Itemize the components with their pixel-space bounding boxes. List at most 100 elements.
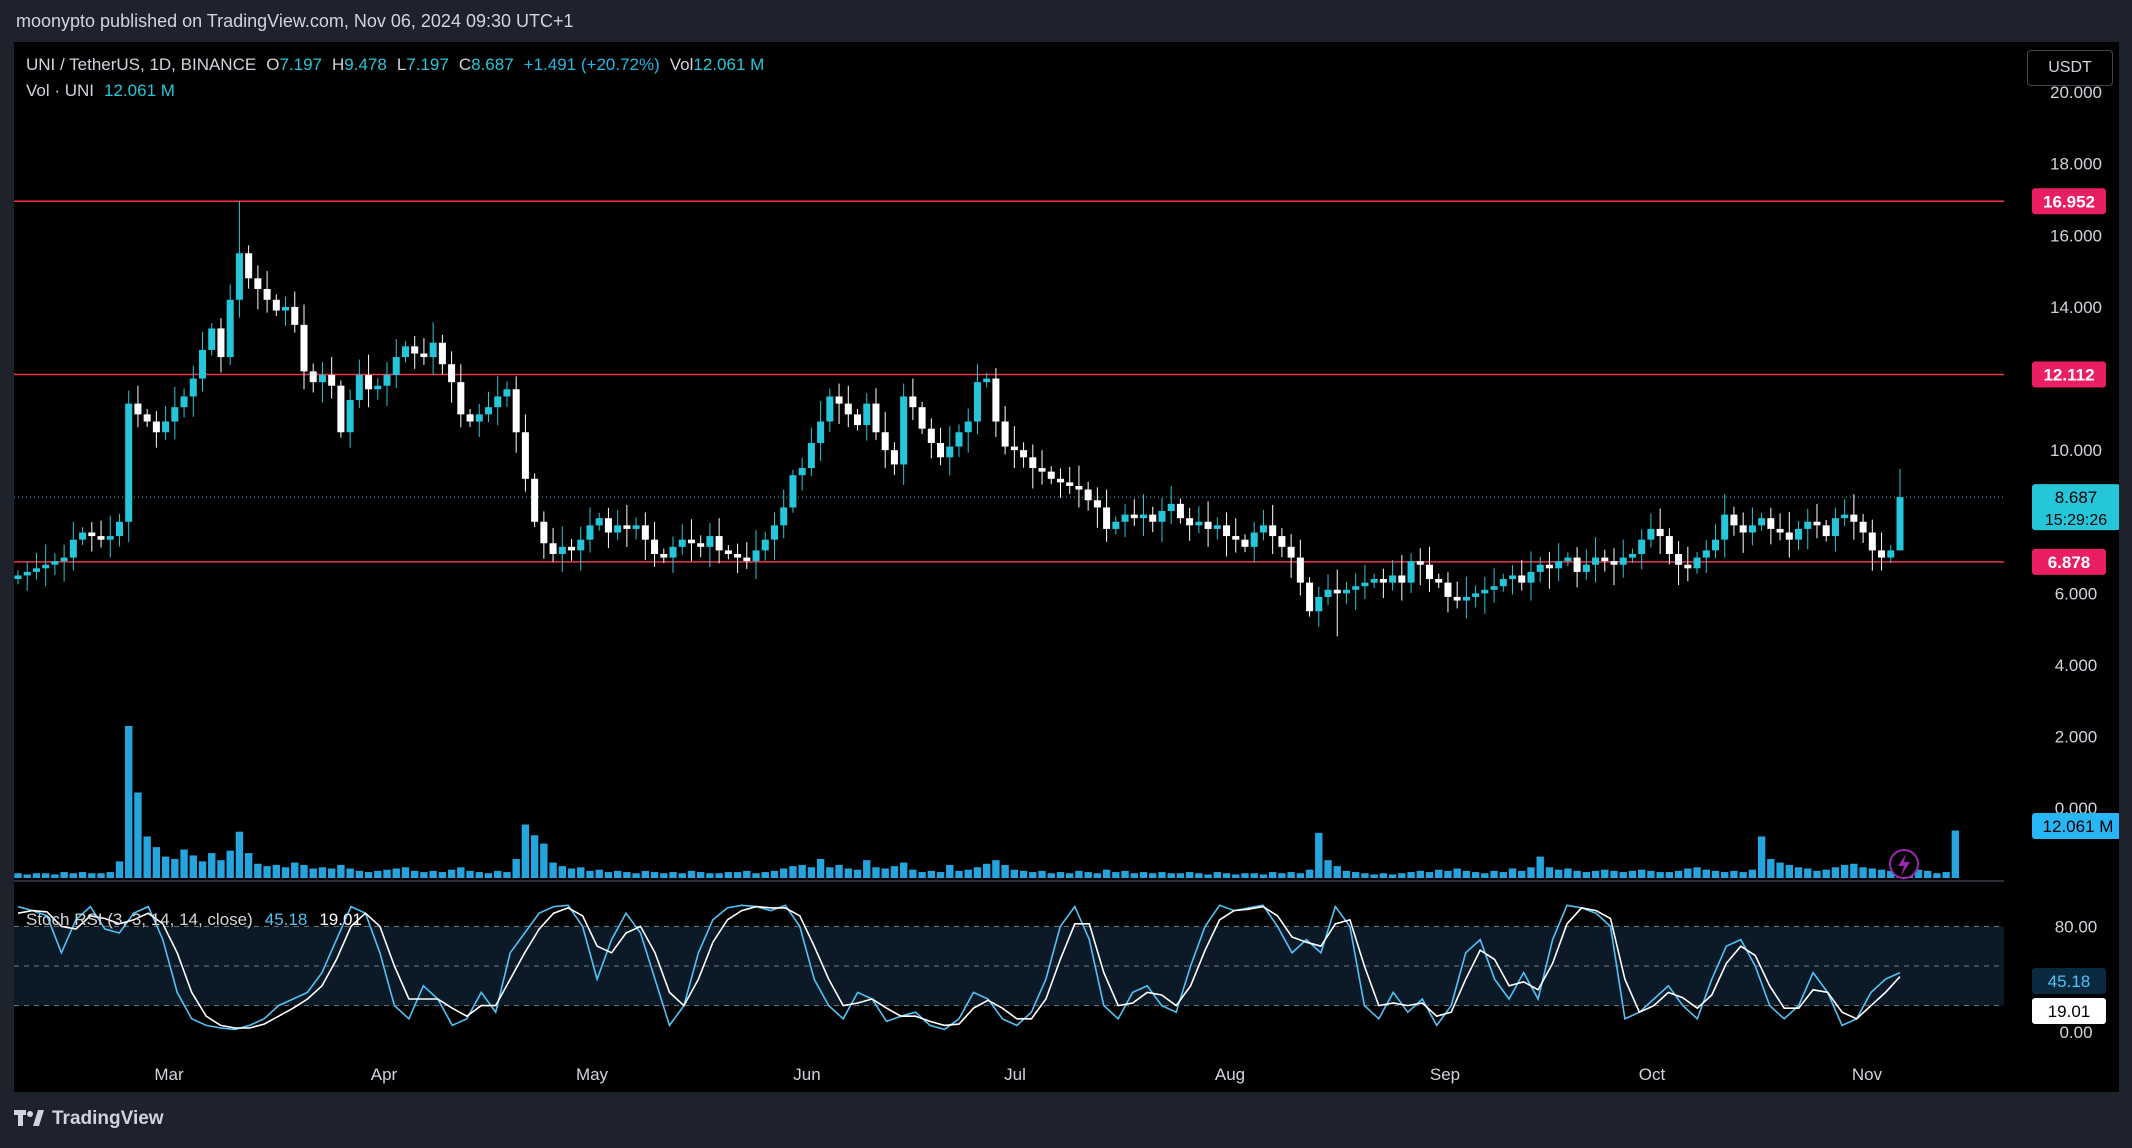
candle-body [1370, 579, 1378, 583]
candle-body [1831, 518, 1839, 537]
volume-bar [669, 872, 677, 878]
volume-bar [521, 824, 530, 878]
candle-body [162, 421, 170, 433]
candle-body [1573, 557, 1581, 572]
volume-badge [2032, 813, 2124, 839]
volume-bar [1647, 870, 1655, 878]
price-tick-5: 10.000 [2050, 441, 2102, 460]
volume-bar [327, 868, 336, 878]
stoch-rsi-legend[interactable]: Stoch RSI (3, 3, 14, 14, close) 45.18 19… [26, 910, 362, 930]
tradingview-logo[interactable]: TradingView [14, 1108, 164, 1130]
stoch-rsi-label[interactable]: Stoch RSI (3, 3, 14, 14, close) [26, 910, 253, 929]
candle-body [1711, 539, 1719, 551]
currency-button[interactable]: USDT [2027, 50, 2113, 86]
volume-bar [1398, 873, 1406, 878]
volume-bar [161, 856, 170, 878]
volume-bar [272, 864, 281, 878]
volume-bar [374, 870, 382, 878]
candle-body [1444, 582, 1452, 597]
volume-bar [567, 868, 576, 878]
candle-body [60, 557, 68, 562]
price-tick-0: 20.000 [2050, 83, 2102, 102]
candle-body [909, 396, 917, 408]
candle-body [503, 389, 511, 397]
main-legend[interactable]: UNI / TetherUS, 1D, BINANCE O7.197 H9.47… [26, 52, 764, 104]
volume-bar [1656, 872, 1664, 878]
candle-body [1518, 575, 1526, 583]
candle-body [1822, 525, 1830, 537]
lightning-icon [1889, 849, 1919, 879]
rsi-k-badge [2032, 968, 2106, 994]
volume-bar [244, 853, 253, 878]
volume-bar [1637, 869, 1646, 878]
volume-bar [1416, 870, 1424, 878]
candle-body [1315, 596, 1323, 612]
candle-body [1296, 557, 1304, 583]
volume-bar [1610, 870, 1618, 878]
volume-bar [281, 867, 290, 878]
candle-body [152, 421, 160, 433]
volume-bar [604, 872, 613, 878]
volume-bar [798, 864, 806, 878]
candle-body [1149, 514, 1157, 522]
volume-bar [309, 868, 317, 878]
candle-body [51, 561, 59, 565]
volume-value: 12.061 M [693, 55, 765, 74]
volume-bar [936, 872, 945, 878]
volume-bar [1324, 860, 1332, 878]
volume-bar [789, 866, 797, 878]
volume-bar [32, 873, 41, 878]
candle-body [457, 382, 465, 415]
candle-body [1665, 536, 1673, 554]
volume-bar [1776, 862, 1784, 878]
candle-body [632, 525, 640, 529]
candle-body [1509, 575, 1517, 580]
time-tick-mar: Mar [154, 1065, 184, 1084]
candle-body [272, 299, 280, 311]
candle-body [282, 306, 290, 311]
candle-body [365, 374, 373, 390]
candle-body [1748, 525, 1756, 533]
volume-bar [1278, 873, 1286, 878]
volume-indicator-label[interactable]: Vol · UNI [26, 81, 95, 100]
volume-bar [1951, 830, 1960, 878]
volume-bar [918, 872, 926, 878]
top-bar: moonypto published on TradingView.com, N… [0, 0, 2132, 42]
candle-body [937, 442, 945, 458]
candle-body [1010, 446, 1018, 451]
volume-bar [318, 867, 327, 878]
candle-body [1140, 514, 1148, 519]
candle-body [734, 553, 742, 558]
candle-body [1342, 589, 1350, 594]
candle-body [1582, 564, 1590, 572]
candle-body [1628, 553, 1636, 558]
candle-body [1029, 457, 1037, 469]
candle-body [79, 532, 87, 540]
time-axis[interactable]: Mar Apr May Jun Jul Aug Sep Oct Nov [154, 1065, 1882, 1084]
candle-body [245, 253, 253, 279]
candle-body [1361, 582, 1369, 587]
volume-bar [1232, 874, 1240, 878]
volume-bar [632, 873, 640, 878]
volume-bar [1822, 869, 1830, 878]
candle-body [1878, 550, 1886, 558]
candle-body [1084, 489, 1092, 501]
candle-body [780, 507, 788, 526]
candle-body [1739, 525, 1747, 533]
chart-area[interactable]: 20.00018.00016.00014.00012.00010.0006.00… [14, 42, 2124, 1092]
volume-bar [881, 868, 889, 878]
candle-body [134, 403, 142, 415]
volume-bar [761, 872, 769, 878]
candle-body [1407, 561, 1415, 583]
level-badge-0 [2032, 188, 2106, 215]
candle-body [171, 407, 179, 422]
volume-bar [1850, 863, 1858, 878]
chart-svg[interactable]: 20.00018.00016.00014.00012.00010.0006.00… [14, 42, 2124, 1092]
volume-bar [1840, 864, 1849, 878]
volume-bar [420, 872, 428, 878]
symbol-label[interactable]: UNI / TetherUS, 1D, BINANCE [26, 55, 257, 74]
volume-bar [540, 843, 548, 878]
volume-bar [1684, 868, 1692, 878]
volume-bar [1481, 873, 1489, 878]
candle-body [300, 324, 308, 372]
